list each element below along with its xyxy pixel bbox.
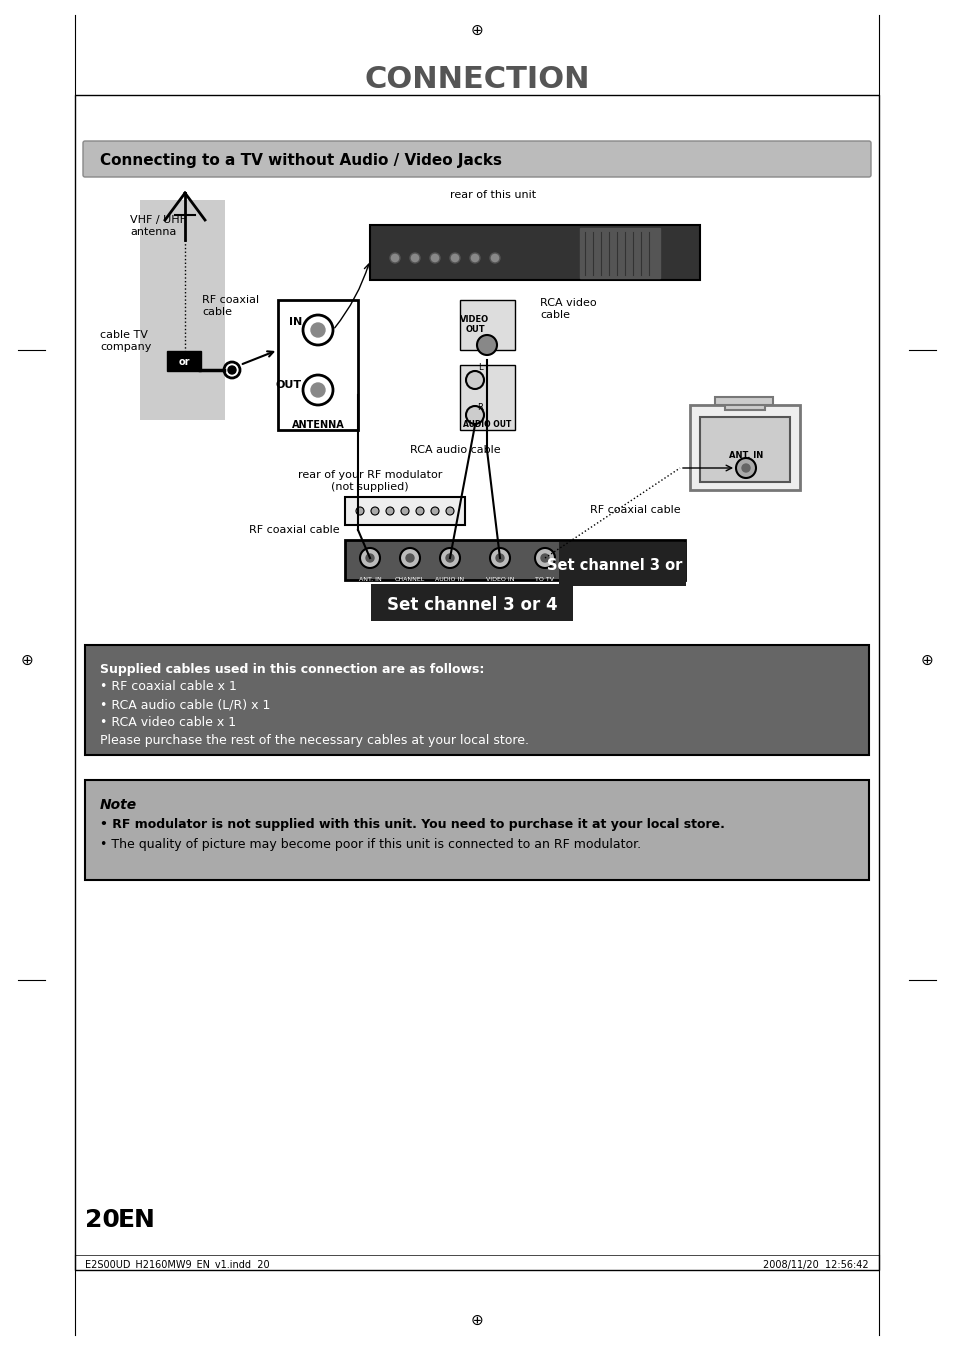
Bar — [345, 540, 684, 580]
Circle shape — [490, 549, 510, 567]
Bar — [579, 228, 659, 278]
Circle shape — [390, 253, 399, 263]
Circle shape — [741, 463, 749, 471]
Text: ANTENNA: ANTENNA — [292, 420, 344, 430]
Circle shape — [490, 253, 499, 263]
Circle shape — [410, 253, 419, 263]
Text: VHF / UHF
antenna: VHF / UHF antenna — [130, 215, 186, 236]
Text: or: or — [178, 357, 190, 367]
Text: ⊕: ⊕ — [920, 653, 932, 667]
Circle shape — [535, 549, 555, 567]
Text: VIDEO
OUT: VIDEO OUT — [460, 315, 489, 335]
Text: Please purchase the rest of the necessary cables at your local store.: Please purchase the rest of the necessar… — [100, 734, 529, 747]
Text: RCA audio cable: RCA audio cable — [409, 444, 499, 455]
Text: RCA video
cable: RCA video cable — [539, 299, 596, 320]
Circle shape — [416, 507, 423, 515]
Circle shape — [446, 554, 454, 562]
Text: VIDEO IN: VIDEO IN — [485, 577, 514, 582]
Circle shape — [359, 549, 379, 567]
Bar — [345, 497, 464, 526]
Circle shape — [386, 507, 394, 515]
Text: OUT: OUT — [275, 380, 302, 390]
Text: CHANNEL: CHANNEL — [395, 577, 425, 582]
Circle shape — [476, 335, 497, 355]
Circle shape — [430, 253, 439, 263]
Text: Set channel 3 or 4: Set channel 3 or 4 — [386, 596, 557, 613]
Circle shape — [371, 507, 378, 515]
Text: RF coaxial cable: RF coaxial cable — [249, 526, 339, 535]
Text: EN: EN — [118, 1208, 155, 1232]
Text: rear of your RF modulator
(not supplied): rear of your RF modulator (not supplied) — [297, 470, 442, 492]
Text: • RCA audio cable (L/R) x 1: • RCA audio cable (L/R) x 1 — [100, 698, 270, 711]
Bar — [140, 200, 225, 420]
Bar — [85, 780, 868, 880]
Text: Connecting to a TV without Audio / Video Jacks: Connecting to a TV without Audio / Video… — [100, 153, 501, 168]
FancyBboxPatch shape — [558, 542, 685, 586]
Text: • The quality of picture may become poor if this unit is connected to an RF modu: • The quality of picture may become poor… — [100, 838, 640, 851]
Text: Note: Note — [100, 798, 137, 812]
Circle shape — [355, 507, 364, 515]
Circle shape — [735, 458, 755, 478]
Circle shape — [465, 372, 483, 389]
FancyBboxPatch shape — [167, 351, 201, 372]
Bar — [277, 300, 357, 430]
Circle shape — [496, 554, 503, 562]
Text: IN: IN — [289, 317, 302, 327]
Text: 2008/11/20  12:56:42: 2008/11/20 12:56:42 — [762, 1260, 868, 1270]
Text: AUDIO IN: AUDIO IN — [435, 577, 464, 582]
Text: CONNECTION: CONNECTION — [364, 65, 589, 95]
Circle shape — [311, 382, 325, 397]
FancyBboxPatch shape — [75, 95, 878, 1270]
Text: AUDIO OUT: AUDIO OUT — [462, 420, 511, 430]
Circle shape — [439, 549, 459, 567]
Bar — [724, 400, 764, 409]
Circle shape — [470, 253, 479, 263]
Text: Set channel 3 or 4: Set channel 3 or 4 — [546, 558, 697, 574]
Text: ANT. IN: ANT. IN — [728, 450, 762, 459]
Text: ⊕: ⊕ — [21, 653, 33, 667]
Circle shape — [311, 323, 325, 336]
Bar — [459, 365, 515, 430]
Text: E2S00UD_H2160MW9_EN_v1.indd  20: E2S00UD_H2160MW9_EN_v1.indd 20 — [85, 1259, 270, 1270]
Bar — [689, 405, 800, 490]
Circle shape — [450, 253, 459, 263]
Text: • RF modulator is not supplied with this unit. You need to purchase it at your l: • RF modulator is not supplied with this… — [100, 817, 724, 831]
Circle shape — [400, 507, 409, 515]
Circle shape — [465, 407, 483, 424]
Circle shape — [399, 549, 419, 567]
Text: RF coaxial cable: RF coaxial cable — [589, 505, 679, 515]
Bar — [85, 644, 868, 755]
Text: cable TV
company: cable TV company — [100, 330, 152, 351]
Text: Supplied cables used in this connection are as follows:: Supplied cables used in this connection … — [100, 663, 484, 676]
Text: L: L — [477, 363, 482, 373]
FancyBboxPatch shape — [83, 141, 870, 177]
Circle shape — [406, 554, 414, 562]
Circle shape — [431, 507, 438, 515]
Circle shape — [446, 507, 454, 515]
Text: ⊕: ⊕ — [470, 23, 483, 38]
Circle shape — [228, 366, 235, 374]
Text: 20: 20 — [85, 1208, 120, 1232]
Text: ⊕: ⊕ — [470, 1313, 483, 1328]
Text: • RF coaxial cable x 1: • RF coaxial cable x 1 — [100, 680, 236, 693]
Text: • RCA video cable x 1: • RCA video cable x 1 — [100, 716, 236, 730]
Bar — [700, 417, 789, 482]
FancyBboxPatch shape — [371, 584, 573, 621]
Circle shape — [303, 315, 333, 345]
Circle shape — [303, 376, 333, 405]
Text: RF coaxial
cable: RF coaxial cable — [202, 295, 259, 316]
Circle shape — [366, 554, 374, 562]
Text: R: R — [476, 404, 482, 412]
Text: rear of this unit: rear of this unit — [450, 190, 536, 200]
Circle shape — [540, 554, 548, 562]
Bar — [459, 300, 515, 350]
Bar — [714, 397, 772, 405]
Text: ANT. IN: ANT. IN — [358, 577, 381, 582]
Text: TO TV: TO TV — [535, 577, 554, 582]
Bar — [370, 226, 700, 280]
